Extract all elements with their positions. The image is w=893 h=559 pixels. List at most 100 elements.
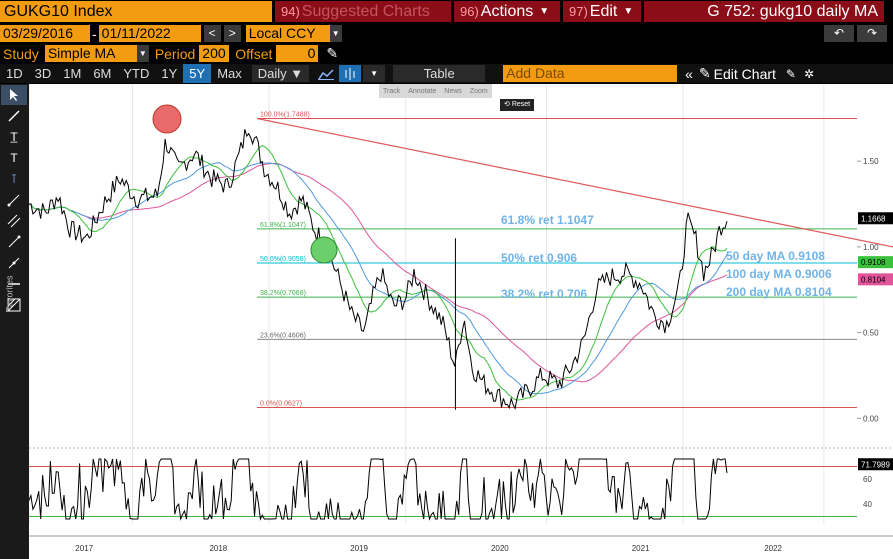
rsi-tick-label: 40 (863, 500, 872, 509)
suggested-charts-button[interactable]: 94) Suggested Charts (275, 1, 451, 22)
undo-button[interactable]: ↶ (824, 25, 854, 42)
chart-area[interactable]: 100.0%(1.7488) 61.8%(1.1047) 50.0%(0.9058)… (29, 84, 893, 559)
fib-tool-icon[interactable]: T̲ (10, 130, 18, 144)
period-label: Period (154, 45, 196, 62)
add-data-input[interactable]: Add Data (503, 65, 678, 82)
price-chart[interactable]: 100.0%(1.7488) 61.8%(1.1047) 50.0%(0.9058)… (29, 84, 893, 559)
ma50-badge: 0.9108 (861, 258, 886, 267)
study-select[interactable]: Simple MA (44, 45, 137, 62)
edit-label: Edit (589, 3, 618, 20)
ellipse-tool-icon[interactable] (1, 232, 27, 252)
range-1m[interactable]: 1M (63, 66, 82, 81)
y-tick-label: 1.00 (863, 243, 879, 252)
range-ytd[interactable]: YTD (123, 66, 150, 81)
range-1d[interactable]: 1D (6, 66, 23, 81)
bar-chart-icon[interactable] (339, 65, 362, 82)
date-separator: - (92, 25, 97, 42)
arrow-tool-icon[interactable] (1, 190, 27, 210)
chart-title: G 752: gukg10 daily MA (644, 1, 884, 22)
next-period-button[interactable]: > (223, 25, 241, 42)
end-date-input[interactable]: 01/11/2022 (98, 25, 201, 42)
channel-tool-icon[interactable] (1, 211, 27, 231)
offset-input[interactable]: 0 (276, 45, 319, 62)
x-tick-label: 2019 (350, 544, 368, 553)
date-bar: 03/29/2016 - 01/11/2022 < > Local CCY ▼ … (0, 24, 893, 43)
edit-button[interactable]: 97) Edit ▼ (563, 1, 641, 22)
x-tick-label: 2021 (632, 544, 650, 553)
suggested-charts-label: Suggested Charts (301, 3, 430, 20)
text-tool-icon[interactable]: T (10, 151, 18, 165)
high-marker[interactable] (152, 104, 182, 134)
reset-icon: ⟲ (504, 101, 510, 108)
trendline[interactable] (256, 117, 893, 248)
range-3d[interactable]: 3D (34, 66, 52, 81)
mini-tool-annotate[interactable]: Annotate (408, 87, 437, 95)
range-6m[interactable]: 6M (93, 66, 112, 81)
chart-title-text: G 752: gukg10 daily MA (707, 3, 878, 20)
prev-period-button[interactable]: < (203, 25, 221, 42)
ma50-badge-bg (858, 256, 893, 269)
offset-label: Offset (235, 45, 273, 62)
low-marker[interactable] (310, 236, 338, 264)
hline-tool-icon[interactable] (1, 274, 27, 294)
redo-button[interactable]: ↷ (857, 25, 887, 42)
actions-number: 96) (460, 4, 479, 19)
start-date-input[interactable]: 03/29/2016 (0, 25, 90, 42)
range-1y[interactable]: 1Y (161, 66, 178, 81)
x-tick-label: 2017 (75, 544, 93, 553)
range-5y[interactable]: 5Y (183, 64, 212, 83)
mini-tool-zoom[interactable]: Zoom (469, 87, 488, 95)
mini-toolbar: Track Annotate News Zoom (379, 84, 492, 98)
currency-caret-icon[interactable]: ▼ (329, 25, 342, 42)
actions-button[interactable]: 96) Actions ▼ (454, 1, 560, 22)
y-tick-label: 0.50 (863, 329, 879, 338)
annotation-label: 38.2% ret 0.706 (501, 287, 587, 301)
currency-select[interactable]: Local CCY (245, 25, 330, 42)
ma200-line (29, 162, 728, 383)
frequency-select[interactable]: Daily ▼ (251, 65, 310, 82)
edit-icon[interactable]: ✎ (785, 66, 796, 81)
pencil-icon[interactable]: ✎ (326, 45, 339, 61)
settings-icon[interactable]: ✲ (803, 66, 815, 81)
title-bar: GUKG10 Index 94) Suggested Charts 96) Ac… (0, 0, 893, 23)
x-tick-label: 2020 (491, 544, 509, 553)
fib-label: 61.8%(1.1047) (260, 222, 306, 229)
annotation-label: 200 day MA 0.8104 (726, 285, 832, 299)
annotation-label: 100 day MA 0.9006 (726, 267, 832, 281)
cursor-icon[interactable] (1, 85, 27, 105)
edit-chart-pencil-icon: ✎ (698, 65, 711, 81)
table-button[interactable]: Table (393, 65, 486, 82)
chart-type-caret-icon[interactable]: ▼ (363, 65, 386, 82)
line-tool-icon[interactable] (1, 106, 27, 126)
annotation-label: 61.8% ret 1.1047 (501, 213, 594, 227)
edit-chart-label: Edit Chart (713, 65, 776, 82)
line-chart-icon[interactable] (315, 65, 337, 82)
period-input[interactable]: 200 (199, 45, 230, 62)
edit-caret-icon: ▼ (623, 6, 634, 17)
collapse-icon[interactable]: « (685, 65, 693, 82)
last-value-badge-bg (858, 212, 893, 225)
edit-number: 97) (569, 4, 588, 19)
mini-tool-news[interactable]: News (444, 87, 462, 95)
price-line (29, 129, 728, 411)
pattern-tool-icon[interactable] (1, 295, 27, 315)
range-max[interactable]: Max (217, 66, 242, 81)
reset-button[interactable]: ⟲ Reset (500, 99, 535, 111)
rsi-tick-label: 60 (863, 475, 872, 484)
x-tick-label: 2018 (209, 544, 227, 553)
bracket-tool-icon[interactable]: ⊺ (10, 172, 18, 186)
favorites-label: Favorites (4, 275, 15, 313)
fib-label: 50.0%(0.9058) (260, 256, 306, 263)
study-caret-icon[interactable]: ▼ (136, 45, 149, 62)
ticker-input[interactable]: GUKG10 Index (0, 1, 272, 22)
ma200-badge-bg (858, 273, 893, 286)
measure-tool-icon[interactable] (1, 253, 27, 273)
fib-label: 0.0%(0.0627) (260, 401, 302, 408)
rsi-badge: 71.7989 (861, 460, 890, 469)
rsi-line (29, 457, 728, 521)
x-tick-label: 2022 (764, 544, 782, 553)
annotation-label: 50 day MA 0.9108 (726, 249, 825, 263)
edit-chart-button[interactable]: ✎ Edit Chart (699, 65, 776, 82)
ma200-badge: 0.8104 (861, 275, 886, 284)
mini-tool-track[interactable]: Track (383, 87, 401, 95)
